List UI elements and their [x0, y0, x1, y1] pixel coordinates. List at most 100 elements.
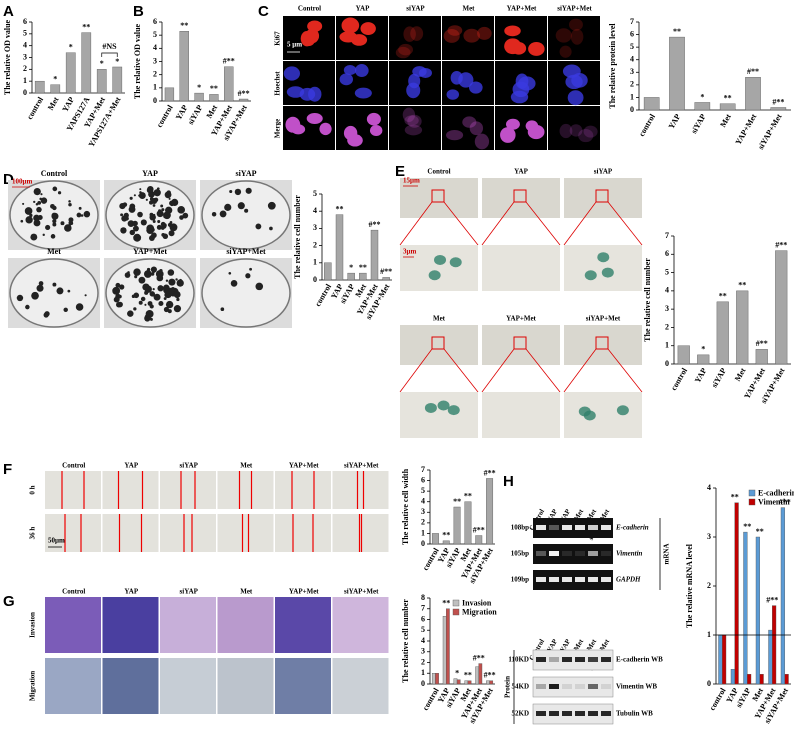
y-tick-label: 2: [23, 64, 27, 73]
colony: [244, 208, 249, 213]
y-tick-label: 5: [421, 625, 425, 634]
nucleus: [404, 124, 423, 136]
panel-letter: G: [3, 593, 15, 610]
gel-band: [601, 525, 611, 530]
column-label: Met: [240, 462, 253, 470]
column-label: YAP+Met: [289, 588, 319, 596]
image-label: YAP: [142, 169, 158, 178]
column-label: siYAP+Met: [557, 5, 592, 13]
y-tick-label: 3: [313, 223, 317, 232]
y-tick-label: 3: [630, 67, 634, 76]
colony: [116, 301, 122, 308]
micrograph: [45, 658, 101, 714]
micrograph: [400, 178, 478, 218]
micrograph: [332, 514, 389, 552]
significance: *: [53, 75, 57, 84]
colony: [139, 188, 142, 191]
nucleus: [565, 74, 583, 90]
nucleus: [559, 123, 573, 139]
blot: [532, 676, 614, 698]
inset-line: [443, 201, 479, 246]
y-tick-label: 2: [313, 240, 317, 249]
significance: **: [336, 204, 344, 213]
y-axis-label: The relative OD value: [133, 23, 142, 99]
colony: [22, 202, 25, 205]
colony: [163, 211, 171, 220]
stained-cell: [449, 257, 462, 268]
blot-band: [588, 711, 598, 716]
nucleus: [306, 112, 323, 124]
colony: [127, 220, 135, 228]
nucleus: [504, 25, 521, 37]
significance: **: [673, 27, 681, 36]
blot-band: [562, 711, 572, 716]
inset-box: [595, 189, 609, 203]
significance: **: [359, 263, 367, 272]
significance: #**: [484, 671, 496, 680]
significance: **: [464, 671, 472, 680]
significance: **: [210, 84, 218, 93]
y-tick-label: 5: [153, 30, 157, 39]
panel-letter: E: [395, 163, 405, 180]
nucleus: [347, 134, 363, 147]
x-tick-label: Met: [733, 366, 748, 383]
colony: [144, 285, 152, 293]
colony: [52, 282, 57, 287]
colony: [37, 200, 42, 205]
colony: [230, 280, 238, 287]
colony: [157, 220, 161, 224]
column-label: siYAP+Met: [344, 462, 379, 470]
colony: [57, 191, 62, 195]
colony: [245, 273, 251, 279]
blot: [532, 649, 614, 671]
colony: [113, 296, 120, 303]
nucleus: [395, 46, 411, 59]
colony: [132, 220, 138, 227]
inset-line: [399, 348, 433, 393]
colony: [173, 289, 176, 292]
colony: [133, 194, 136, 197]
x-tick-label: control: [25, 95, 45, 121]
nucleus: [354, 87, 372, 99]
colony: [153, 293, 161, 301]
colony: [121, 215, 128, 222]
significance: *: [349, 263, 353, 272]
y-tick-label: 0: [23, 88, 27, 97]
nucleus: [446, 130, 464, 141]
colony: [168, 278, 176, 286]
significance: #**: [473, 653, 485, 662]
micrograph: [160, 471, 216, 509]
image-label: Control: [41, 169, 68, 178]
colony: [165, 279, 169, 282]
significance: *: [100, 59, 104, 68]
micrograph: [389, 106, 441, 150]
nucleus: [305, 28, 320, 44]
y-tick-label: 7: [665, 231, 669, 240]
bar: [464, 680, 469, 685]
y-axis-label: The relative mRNA level: [685, 543, 694, 628]
gel-band: [588, 525, 598, 530]
nucleus: [403, 26, 416, 42]
colony: [40, 193, 43, 196]
significance: #**: [766, 595, 778, 604]
colony: [176, 297, 180, 302]
blot-band: [575, 657, 585, 662]
blot-band: [536, 657, 546, 662]
legend-swatch: [748, 498, 756, 506]
bar: [446, 608, 450, 685]
colony: [132, 225, 139, 232]
colony: [42, 233, 45, 237]
colony: [156, 224, 162, 230]
image-label: YAP+Met: [506, 315, 536, 323]
gel-band: [562, 525, 572, 530]
bar: [697, 354, 710, 365]
colony: [44, 311, 50, 317]
nucleus: [578, 128, 594, 143]
gel-band: [601, 577, 611, 582]
column-label: Met: [240, 588, 253, 596]
micrograph: [275, 597, 331, 653]
colony: [149, 317, 153, 321]
colony: [160, 204, 164, 208]
x-tick-label: control: [637, 112, 657, 138]
